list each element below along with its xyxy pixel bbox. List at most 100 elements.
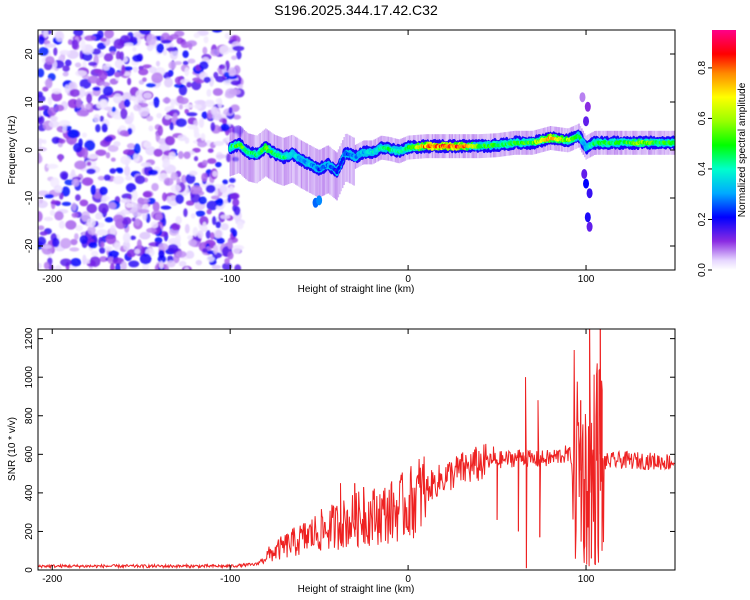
noise-blob <box>215 229 222 239</box>
noise-blob <box>212 170 218 177</box>
noise-blob <box>163 177 174 186</box>
noise-blob <box>157 125 163 136</box>
noise-blob <box>137 197 145 204</box>
noise-blob <box>193 132 201 139</box>
noise-blob <box>158 243 169 251</box>
x-tick-label: -100 <box>220 574 240 585</box>
x-tick-label: 100 <box>578 274 595 285</box>
noise-blob <box>132 54 142 63</box>
noise-blob <box>150 221 159 229</box>
noise-blob <box>120 198 132 204</box>
noise-blob <box>98 70 108 81</box>
noise-blob <box>146 227 157 234</box>
noise-blob <box>215 97 222 104</box>
noise-blob <box>58 120 71 127</box>
noise-blob <box>162 217 167 227</box>
noise-blob <box>38 68 45 78</box>
noise-blob <box>220 214 231 219</box>
noise-blob <box>49 115 59 122</box>
noise-blob <box>93 114 101 123</box>
noise-blob <box>160 39 172 44</box>
ridge-core <box>341 156 345 161</box>
noise-blob <box>42 86 49 92</box>
noise-blob <box>162 158 171 168</box>
ridge-disturbance <box>579 92 586 103</box>
snr-frame <box>37 328 676 571</box>
noise-blob <box>86 203 98 214</box>
noise-blob <box>224 257 230 265</box>
noise-blob <box>105 152 111 159</box>
noise-blob <box>69 247 80 252</box>
noise-blob <box>215 161 222 168</box>
colorbar-tick-label: 0.8 <box>697 61 708 75</box>
noise-blob <box>49 209 56 216</box>
noise-blob <box>104 217 114 223</box>
noise-blob <box>155 60 161 67</box>
noise-blob <box>207 158 217 164</box>
noise-blob <box>107 144 119 153</box>
noise-blob <box>74 62 82 68</box>
noise-blob <box>229 177 236 183</box>
noise-blob <box>95 149 107 156</box>
noise-blob <box>156 112 163 119</box>
noise-blob <box>88 241 98 249</box>
noise-blob <box>70 257 82 267</box>
noise-blob <box>123 98 131 108</box>
x-tick-label: 0 <box>405 574 411 585</box>
noise-blob <box>86 93 93 104</box>
y-tick-label: 0 <box>24 147 35 153</box>
noise-blob <box>133 104 142 112</box>
noise-blob <box>184 266 190 270</box>
noise-blob <box>175 250 187 258</box>
noise-blob <box>51 88 62 95</box>
noise-blob <box>104 136 113 142</box>
noise-blob <box>216 237 225 245</box>
noise-blob <box>209 232 215 240</box>
noise-blob <box>38 46 49 57</box>
ridge-disturbance <box>584 212 591 223</box>
spectrogram-plot-area <box>38 30 675 270</box>
noise-blob <box>170 98 175 109</box>
noise-blob <box>176 177 181 186</box>
noise-blob <box>139 231 151 240</box>
noise-blob <box>87 225 96 235</box>
noise-blob <box>157 255 167 264</box>
noise-blob <box>97 42 106 50</box>
noise-blob <box>99 256 108 263</box>
noise-blob <box>46 163 59 169</box>
noise-blob <box>211 30 223 33</box>
colorbar-tick-label: 0.6 <box>697 111 708 125</box>
noise-blob <box>219 185 228 193</box>
noise-blob <box>184 108 190 114</box>
noise-blob <box>59 171 69 180</box>
noise-blob <box>143 141 152 149</box>
ridge-disturbance <box>583 116 590 127</box>
noise-blob <box>105 234 117 245</box>
noise-blob <box>187 124 198 130</box>
noise-blob <box>172 112 178 119</box>
noise-blob <box>104 30 115 39</box>
noise-blob <box>38 115 45 125</box>
noise-blob <box>45 55 55 65</box>
noise-blob <box>227 239 233 250</box>
noise-blob <box>88 61 98 66</box>
noise-blob <box>232 198 240 207</box>
noise-blob <box>146 34 157 46</box>
noise-blob <box>169 33 179 40</box>
noise-blob <box>128 260 140 268</box>
noise-blob <box>39 231 48 236</box>
noise-blob <box>62 71 69 77</box>
noise-blob <box>53 184 63 193</box>
noise-blob <box>220 223 229 231</box>
noise-blob <box>110 262 115 270</box>
y-tick-label: 400 <box>24 484 35 501</box>
noise-blob <box>54 211 64 221</box>
noise-blob <box>100 241 105 248</box>
noise-blob <box>113 38 125 50</box>
noise-blob <box>152 201 160 212</box>
noise-blob <box>97 175 106 181</box>
noise-blob <box>232 204 237 212</box>
noise-blob <box>43 30 49 38</box>
noise-blob <box>92 86 102 91</box>
noise-blob <box>187 58 196 64</box>
